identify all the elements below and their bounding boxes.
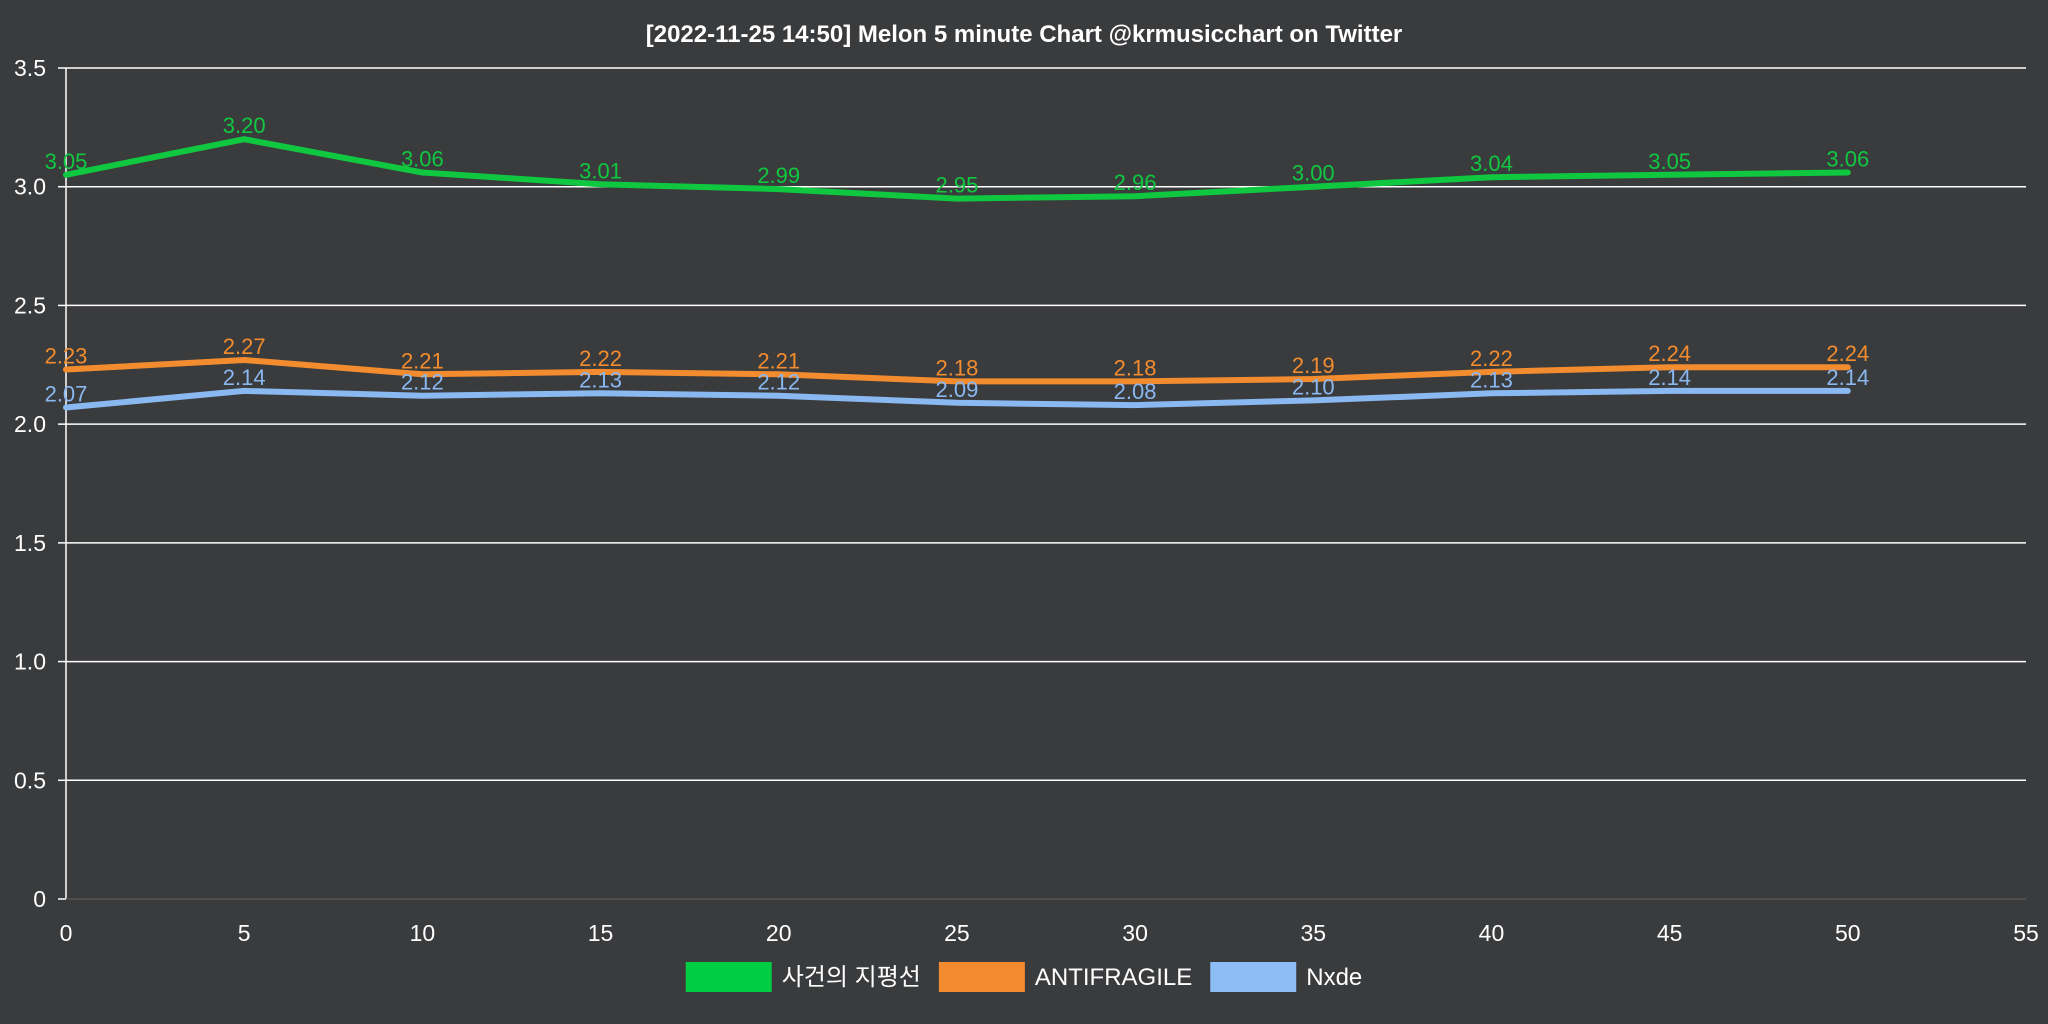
data-label: 2.18 (1114, 355, 1157, 380)
data-labels: 3.05 3.20 3.06 3.01 2.99 2.95 2.96 3.00 3.04 3.05… (45, 113, 1870, 406)
data-label: 2.12 (757, 370, 800, 395)
grid-lines (58, 67, 2026, 900)
y-tick-label: 0.5 (14, 767, 46, 793)
data-label: 2.21 (757, 348, 800, 373)
y-tick-label: 2.5 (14, 292, 46, 318)
data-label: 3.06 (401, 146, 444, 171)
data-label: 2.24 (1648, 341, 1691, 366)
data-label: 2.07 (45, 382, 88, 407)
legend-swatch (685, 962, 772, 992)
series-line-2 (63, 387, 1851, 411)
data-label: 2.12 (401, 370, 444, 395)
data-label: 2.18 (935, 355, 978, 380)
x-tick-label: 35 (1300, 920, 1326, 946)
legend-label: 사건의 지평선 (782, 964, 921, 991)
legend-swatch (938, 962, 1025, 992)
data-label: 2.22 (579, 346, 622, 371)
data-label: 2.99 (757, 163, 800, 188)
series-line-1 (63, 357, 1851, 385)
legend-label: Nxde (1306, 964, 1362, 991)
x-tick-label: 50 (1835, 920, 1861, 946)
x-tick-label: 25 (944, 920, 970, 946)
y-tick-label: 0 (33, 886, 46, 912)
data-label: 2.96 (1114, 170, 1157, 195)
x-tick-label: 10 (410, 920, 436, 946)
data-label: 2.22 (1470, 346, 1513, 371)
y-axis-ticks: 0 0.5 1.0 1.5 2.0 2.5 3.0 3.5 (14, 55, 46, 912)
legend: 사건의 지평선 ANTIFRAGILE Nxde (685, 962, 1362, 992)
x-tick-label: 0 (60, 920, 73, 946)
data-label: 2.19 (1292, 353, 1335, 378)
data-label: 3.00 (1292, 161, 1335, 186)
legend-swatch (1210, 962, 1297, 992)
y-tick-label: 1.5 (14, 530, 46, 556)
data-label: 2.08 (1114, 379, 1157, 404)
data-label: 2.23 (45, 344, 88, 369)
series-line-0 (63, 136, 1851, 202)
series-lines (63, 136, 1851, 411)
x-tick-label: 20 (766, 920, 792, 946)
data-label: 2.14 (1648, 365, 1691, 390)
data-label: 2.14 (1826, 365, 1869, 390)
data-label: 3.04 (1470, 151, 1513, 176)
data-label: 2.09 (935, 377, 978, 402)
y-tick-label: 1.0 (14, 649, 46, 675)
data-label: 2.24 (1826, 341, 1869, 366)
y-tick-label: 2.0 (14, 411, 46, 437)
x-tick-label: 55 (2013, 920, 2039, 946)
x-axis-ticks: 0 5 10 15 20 25 30 35 40 45 50 55 (60, 920, 2039, 946)
data-label: 3.05 (45, 149, 88, 174)
chart-title: [2022-11-25 14:50] Melon 5 minute Chart … (646, 21, 1403, 48)
data-label: 2.27 (223, 334, 266, 359)
legend-item-0: 사건의 지평선 (685, 962, 921, 992)
x-tick-label: 5 (238, 920, 251, 946)
data-label: 2.10 (1292, 374, 1335, 399)
y-tick-label: 3.0 (14, 174, 46, 200)
x-tick-label: 40 (1479, 920, 1505, 946)
data-label: 2.14 (223, 365, 266, 390)
x-tick-label: 30 (1122, 920, 1148, 946)
data-label: 3.01 (579, 158, 622, 183)
data-label: 2.13 (579, 367, 622, 392)
data-label: 3.06 (1826, 146, 1869, 171)
x-tick-label: 15 (588, 920, 614, 946)
data-label: 3.20 (223, 113, 266, 138)
data-label: 2.21 (401, 348, 444, 373)
y-tick-label: 3.5 (14, 55, 46, 81)
legend-item-1: ANTIFRAGILE (938, 962, 1192, 992)
data-label: 2.95 (935, 173, 978, 198)
legend-item-2: Nxde (1210, 962, 1362, 992)
data-label: 3.05 (1648, 149, 1691, 174)
x-tick-label: 45 (1657, 920, 1683, 946)
axes (65, 68, 2026, 900)
legend-label: ANTIFRAGILE (1035, 964, 1192, 991)
data-label: 2.13 (1470, 367, 1513, 392)
